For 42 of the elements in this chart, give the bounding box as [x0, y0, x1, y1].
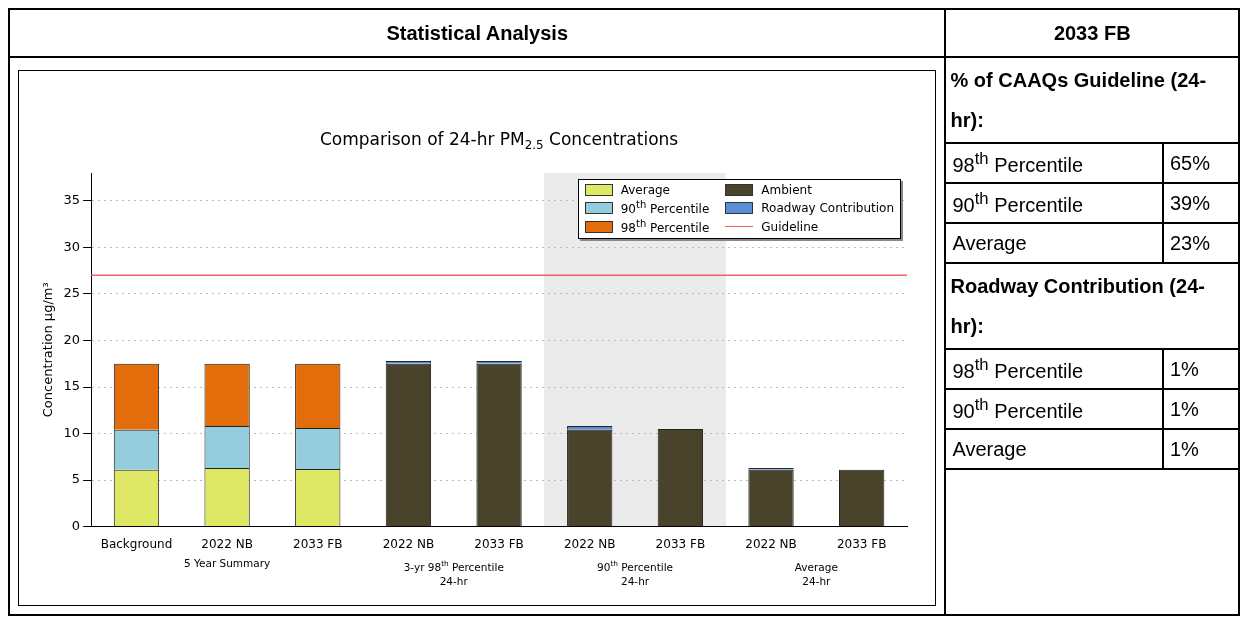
x-tick-label: 2022 NB: [201, 536, 253, 551]
text: 65%: [1170, 151, 1211, 174]
x-tick-label: 2033 FB: [474, 536, 524, 551]
text: 39%: [1170, 191, 1211, 214]
y-tick-label: 15: [63, 378, 81, 394]
text: 1%: [1170, 357, 1199, 380]
legend-label: 98$^{th}$ Percentile: [620, 218, 710, 235]
text: 1%: [1170, 397, 1199, 420]
legend-label: Average: [620, 183, 670, 197]
category-label: 90$^{th}$ Percentile: [952, 189, 1084, 217]
x-tick-label: 2033 FB: [293, 536, 343, 551]
chart-title: Statistical Analysis: [10, 10, 945, 58]
x-tick-label: 2033 FB: [836, 536, 887, 551]
text: Average 24-hr: [794, 560, 838, 587]
category-label: 90$^{th}$ Percentile: [952, 395, 1084, 423]
x-tick-label: Background: [100, 536, 173, 551]
category-label: Average: [952, 231, 1027, 255]
y-tick-label: 20: [63, 331, 81, 347]
legend-label: Ambient: [761, 183, 812, 197]
category-label: Average: [952, 437, 1027, 461]
legend-label: Guideline: [761, 219, 819, 234]
x-tick-label: 2022 NB: [563, 536, 616, 551]
y-tick-label: 35: [63, 192, 81, 208]
text: 5 Year Summary: [183, 556, 271, 569]
y-axis-title: Concentration µg/m³: [40, 282, 56, 418]
category-label: 98$^{th}$ Percentile: [952, 355, 1084, 383]
legend-label: Roadway Contribution: [761, 200, 894, 215]
legend-label: 90$^{th}$ Percentile: [620, 199, 710, 216]
y-tick-label: 0: [71, 517, 81, 533]
category-label: 98$^{th}$ Percentile: [952, 149, 1084, 177]
text: 1%: [1170, 437, 1199, 460]
y-tick-label: 25: [63, 285, 81, 301]
y-tick-label: 30: [63, 238, 81, 254]
x-tick-label: 2022 NB: [382, 536, 435, 551]
y-tick-label: 10: [63, 424, 81, 440]
x-tick-label: 2033 FB: [655, 536, 706, 551]
text: % of CAAQs Guideline (24-hr):: [946, 58, 1238, 144]
text: Roadway Contribution (24-hr):: [946, 264, 1238, 350]
x-tick-label: 2022 NB: [745, 536, 797, 551]
text: 2033 FB: [946, 10, 1238, 58]
y-tick-label: 5: [71, 471, 81, 487]
text: 23%: [1170, 231, 1211, 254]
